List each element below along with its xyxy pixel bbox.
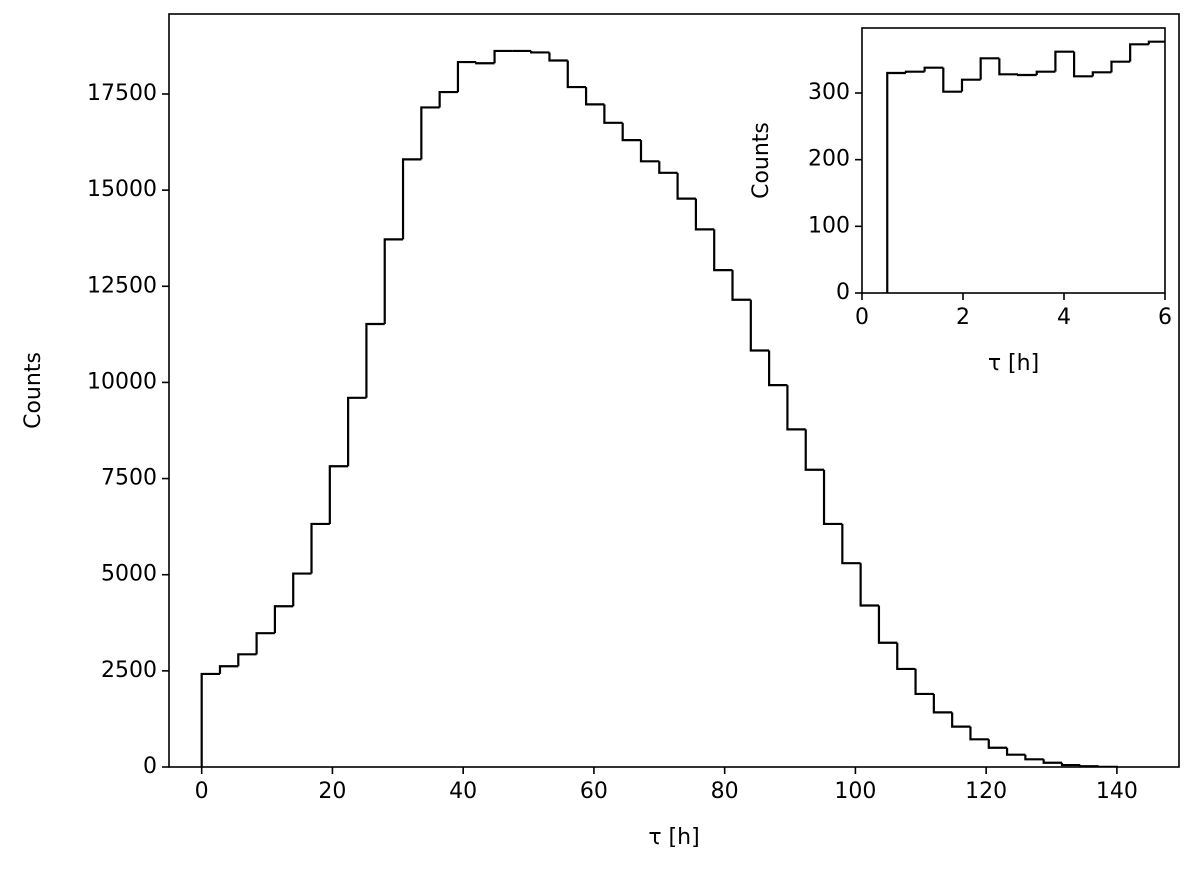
axes: 0 2 4 6 0 100 200 300 τ [h] Counts: [749, 27, 1172, 376]
histogram-bin: [237, 653, 257, 667]
histogram-bin: [639, 140, 660, 163]
histogram-bin: [383, 238, 404, 324]
y-axis-label: Counts: [21, 352, 46, 429]
histogram-bin: [584, 87, 605, 106]
histogram-bin: [1016, 73, 1037, 77]
histogram-bin: [1042, 759, 1062, 764]
histogram-bin: [1060, 762, 1081, 767]
histogram-bin: [456, 60, 477, 93]
histogram-bin: [548, 52, 568, 62]
y-tick-label: 200: [808, 147, 850, 172]
histogram-bin: [676, 172, 696, 200]
histogram-bin: [1110, 60, 1131, 73]
histogram-bin: [896, 642, 916, 671]
x-tick-label: 80: [711, 779, 739, 804]
histogram-bin: [438, 90, 458, 108]
histogram-bin: [420, 106, 440, 160]
histogram-bin: [566, 60, 587, 89]
histogram-bin: [904, 70, 925, 73]
histogram-bin: [1054, 50, 1075, 72]
histogram-bin: [1005, 747, 1026, 756]
histogram: [886, 40, 1165, 293]
x-tick-label: 2: [956, 305, 970, 330]
y-axis-label: Counts: [749, 122, 774, 199]
histogram-bin: [841, 523, 861, 565]
x-tick-label: 40: [449, 779, 477, 804]
y-tick-label: 100: [808, 213, 850, 238]
histogram-bin: [1024, 754, 1044, 761]
histogram-bin: [347, 396, 367, 467]
histogram-bin: [998, 58, 1019, 76]
histogram-bin: [1035, 70, 1056, 75]
histogram-bin: [969, 726, 989, 741]
histogram-bin: [804, 429, 825, 471]
x-tick-label: 100: [834, 779, 876, 804]
histogram-bin: [1129, 43, 1149, 62]
histogram-bin: [979, 57, 1000, 80]
x-tick-label: 0: [855, 305, 869, 330]
histogram-bin: [731, 270, 751, 301]
histogram-bin: [218, 665, 239, 674]
histogram-bin: [493, 49, 513, 64]
histogram-bin: [310, 522, 330, 574]
histogram-bin: [1091, 71, 1112, 77]
histogram-bin: [200, 672, 220, 767]
axes-frame: [168, 13, 1180, 768]
y-tick-label: 15000: [87, 177, 157, 202]
x-axis-label: τ [h]: [988, 351, 1039, 376]
y-tick-label: 2500: [101, 658, 157, 683]
histogram-bin: [658, 161, 678, 174]
y-tick-label: 10000: [87, 369, 157, 394]
plot-area: [862, 28, 1165, 293]
y-tick-label: 0: [143, 754, 157, 779]
histogram-bin: [987, 739, 1008, 749]
histogram-bin: [932, 693, 953, 714]
x-tick-label: 60: [580, 779, 608, 804]
histogram-bin: [1079, 765, 1099, 767]
histogram-bin: [621, 122, 641, 142]
histogram-bin: [942, 67, 962, 93]
histogram-bin: [877, 605, 898, 644]
histogram-bin: [475, 62, 495, 65]
histogram-bin: [859, 563, 879, 607]
histogram-bin: [273, 605, 294, 634]
histogram-bin: [694, 198, 715, 231]
x-tick-label: 6: [1158, 305, 1172, 330]
y-tick-label: 0: [836, 280, 850, 305]
histogram-bin: [749, 299, 770, 352]
histogram-bin: [1073, 51, 1093, 78]
histogram-bin: [960, 78, 981, 92]
histogram-bin: [328, 465, 349, 524]
histogram-bin: [914, 668, 934, 696]
x-tick-label: 4: [1057, 305, 1071, 330]
axes-frame: [861, 27, 1166, 294]
histogram-bin: [923, 66, 944, 72]
x-axis-label: τ [h]: [648, 825, 699, 850]
histogram-bin: [365, 322, 385, 398]
y-tick-label: 300: [808, 80, 850, 105]
histogram-bin: [822, 469, 843, 526]
histogram-bin: [713, 229, 733, 272]
y-tick-label: 7500: [101, 466, 157, 491]
histogram-bin: [255, 632, 275, 655]
y-tick-label: 17500: [87, 81, 157, 106]
histogram: [200, 49, 1118, 767]
histogram-bin: [401, 158, 422, 240]
histogram-bin: [530, 50, 550, 54]
histogram-bin: [1147, 40, 1165, 45]
x-tick-label: 0: [195, 779, 209, 804]
histogram-bin: [951, 712, 971, 728]
x-tick-label: 120: [965, 779, 1007, 804]
histogram-bin: [292, 572, 312, 607]
x-tick-label: 20: [318, 779, 346, 804]
histogram-bin: [786, 385, 806, 431]
y-tick-label: 5000: [101, 562, 157, 587]
x-tick-label: 140: [1096, 779, 1138, 804]
histogram-bin: [768, 350, 788, 387]
histogram-bin: [603, 104, 623, 124]
y-tick-label: 12500: [87, 273, 157, 298]
histogram-bin: [886, 71, 906, 293]
